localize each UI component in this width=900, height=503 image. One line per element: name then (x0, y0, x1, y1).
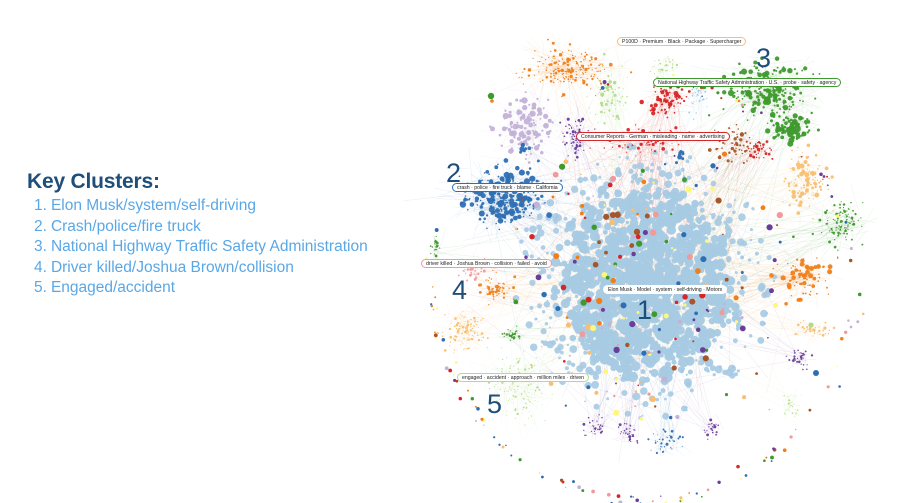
legend-item-number: 1. (34, 197, 47, 214)
legend-title: Key Clusters: (27, 170, 160, 193)
cluster-label-consumer-reports: Consumer Reports · German · misleading ·… (576, 132, 730, 141)
cluster-label-nhtsa: National Highway Traffic Safety Administ… (653, 78, 842, 87)
legend-item-number: 4. (34, 258, 47, 276)
cluster-label-p100d: P100D · Premium · Black · Package · Supe… (617, 37, 747, 46)
legend-item-5: 5. Engaged/accident (34, 278, 368, 299)
cluster-number-2: 2 (446, 158, 462, 188)
network-nodes (425, 38, 865, 503)
cluster-number-5: 5 (487, 389, 503, 419)
legend-item-label: Engaged/accident (50, 279, 176, 296)
legend-item-1: 1. Elon Musk/system/self-driving (34, 196, 368, 217)
cluster-number-1: 1 (637, 295, 653, 325)
cluster-label-engaged: engaged · accident · approach · million … (457, 373, 589, 382)
cluster-label-driver-killed: driver killed · Joshua Brown · collision… (421, 259, 552, 268)
cluster-number-3: 3 (756, 43, 772, 73)
legend-item-label: Crash/police/fire truck (50, 217, 201, 235)
legend-item-number: 5. (34, 279, 47, 296)
legend-list: 1. Elon Musk/system/self-driving 2. Crash/… (27, 196, 368, 299)
cluster-label-crash: crash · police · fire truck · blame · Ca… (452, 183, 563, 192)
legend-item-label: Elon Musk/system/self-driving (50, 197, 256, 214)
legend-item-3: 3. National Highway Traffic Safety Admini… (34, 237, 368, 258)
legend-item-number: 2. (34, 217, 47, 235)
legend-item-4: 4. Driver killed/Joshua Brown/collision (34, 258, 368, 279)
cluster-label-elon-musk: Elon Musk · Model · system · self-drivin… (603, 285, 728, 294)
legend-item-number: 3. (34, 238, 47, 255)
cluster-number-4: 4 (452, 275, 468, 305)
legend-item-label: Driver killed/Joshua Brown/collision (50, 258, 294, 276)
legend-item-label: National Highway Traffic Safety Administ… (50, 238, 368, 255)
key-clusters-legend: Key Clusters: 1. Elon Musk/system/self-dr… (27, 170, 368, 299)
legend-item-2: 2. Crash/police/fire truck (34, 217, 368, 238)
